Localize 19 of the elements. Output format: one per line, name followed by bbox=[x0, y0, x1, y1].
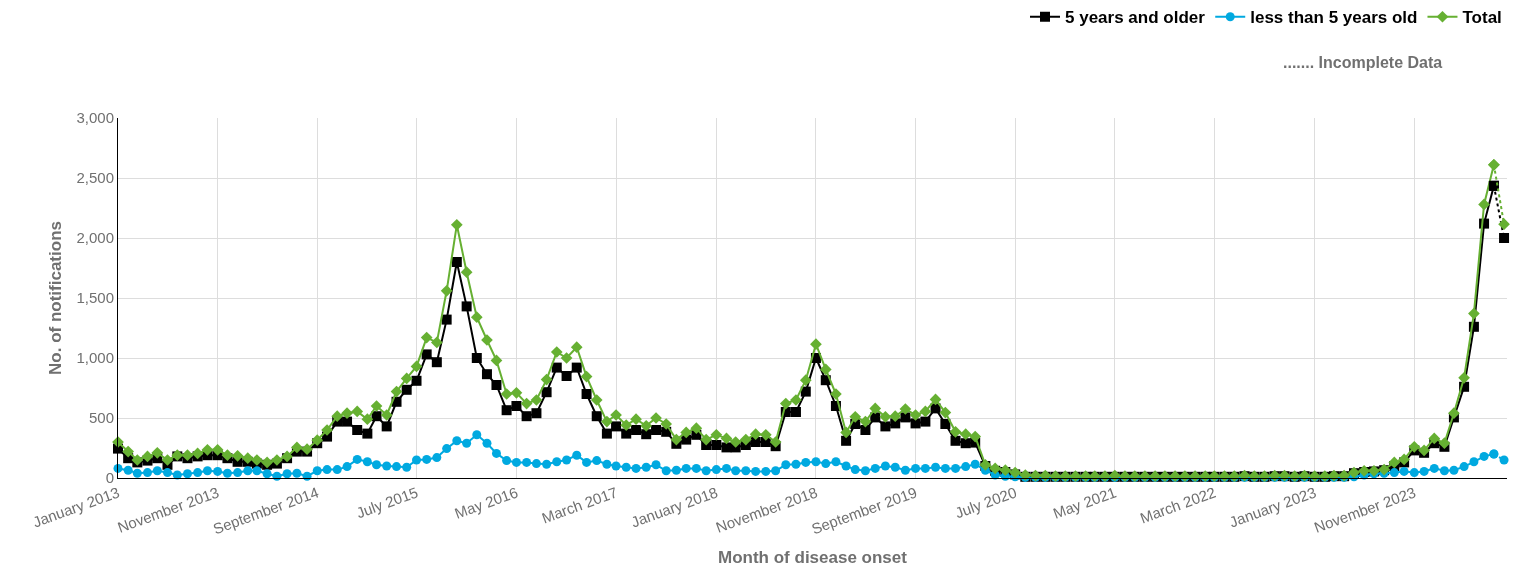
x-tick-label: March 2017 bbox=[539, 483, 620, 527]
y-tick-label: 3,000 bbox=[76, 109, 114, 127]
legend-label: 5 years and older bbox=[1065, 8, 1206, 28]
x-tick-label: July 2015 bbox=[353, 483, 421, 522]
y-tick-label: 2,000 bbox=[76, 229, 114, 247]
x-tick-label: May 2021 bbox=[1050, 483, 1119, 522]
legend-label: Total bbox=[1462, 8, 1502, 28]
x-tick-label: May 2016 bbox=[452, 483, 521, 522]
x-tick-label: March 2022 bbox=[1137, 483, 1218, 527]
x-tick-label: July 2020 bbox=[952, 483, 1019, 522]
y-tick-label: 2,500 bbox=[76, 169, 114, 187]
y-tick-label: 500 bbox=[88, 409, 114, 427]
legend-label: less than 5 years old bbox=[1250, 8, 1418, 28]
y-tick-label: 1,000 bbox=[76, 349, 114, 367]
y-tick-label: 1,500 bbox=[76, 289, 114, 307]
y-axis-title: No. of notifications bbox=[46, 221, 65, 375]
text: ....... Incomplete Data bbox=[1283, 54, 1443, 71]
x-axis-title: Month of disease onset bbox=[718, 547, 908, 567]
y-tick-label: 0 bbox=[105, 469, 114, 487]
